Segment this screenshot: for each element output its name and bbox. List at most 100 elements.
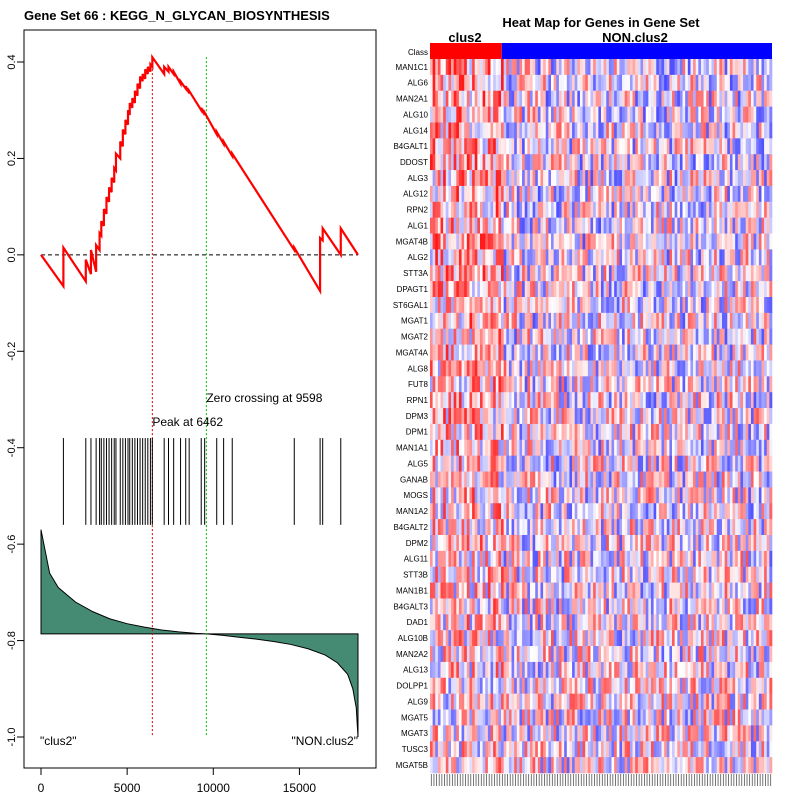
heatmap-cell bbox=[482, 455, 486, 472]
heatmap-cell bbox=[753, 487, 757, 504]
heatmap-cell bbox=[440, 519, 444, 536]
heatmap-cell bbox=[569, 233, 573, 250]
heatmap-cell bbox=[548, 646, 552, 663]
heatmap-cell bbox=[493, 122, 497, 139]
x-tick-label: 5000 bbox=[114, 781, 141, 795]
heatmap-cell bbox=[719, 566, 723, 583]
heatmap-cell bbox=[582, 74, 586, 92]
heatmap-cell bbox=[745, 598, 749, 615]
heatmap-cell bbox=[603, 408, 607, 425]
heatmap-cell bbox=[748, 376, 752, 393]
heatmap-cell bbox=[466, 582, 470, 599]
heatmap-cell bbox=[666, 74, 670, 92]
heatmap-cell bbox=[527, 503, 531, 520]
heatmap-cell bbox=[535, 487, 539, 504]
heatmap-cell bbox=[732, 154, 736, 171]
heatmap-cell bbox=[729, 297, 733, 314]
heatmap-cell bbox=[430, 297, 433, 314]
heatmap-cell bbox=[458, 630, 462, 647]
heatmap-cell bbox=[548, 614, 552, 631]
heatmap-cell bbox=[601, 217, 604, 234]
heatmap-cell bbox=[501, 471, 504, 488]
heatmap-cell bbox=[724, 471, 728, 488]
heatmap-cell bbox=[648, 217, 652, 234]
heatmap-cell bbox=[603, 519, 607, 536]
heatmap-cell bbox=[624, 344, 628, 361]
heatmap-cell bbox=[574, 630, 578, 647]
heatmap-cell bbox=[645, 328, 649, 345]
heatmap-cell bbox=[719, 201, 723, 218]
heatmap-cell bbox=[493, 439, 497, 456]
heatmap-cell bbox=[566, 106, 570, 123]
heatmap-cell bbox=[619, 122, 623, 139]
heatmap-cell bbox=[540, 249, 544, 266]
heatmap-cell bbox=[532, 455, 536, 472]
heatmap-cell bbox=[487, 360, 491, 377]
heatmap-cell bbox=[585, 582, 589, 599]
heatmap-cell bbox=[714, 598, 718, 615]
heatmap-cell bbox=[558, 471, 562, 488]
heatmap-cell bbox=[474, 392, 478, 409]
heatmap-cell bbox=[690, 249, 694, 266]
heatmap-cell bbox=[506, 217, 510, 234]
heatmap-cell bbox=[537, 265, 541, 282]
heatmap-cell bbox=[440, 550, 444, 568]
heatmap-cell bbox=[711, 233, 715, 250]
heatmap-cell bbox=[503, 249, 507, 266]
heatmap-cell bbox=[493, 455, 497, 472]
heatmap-cell bbox=[564, 344, 568, 361]
heatmap-cell bbox=[485, 392, 489, 409]
heatmap-cell bbox=[761, 360, 765, 377]
heatmap-cell bbox=[551, 598, 554, 615]
heatmap-cell bbox=[564, 138, 568, 155]
heatmap-cell bbox=[579, 392, 583, 409]
heatmap-cell bbox=[748, 90, 752, 107]
heatmap-cell bbox=[693, 201, 697, 218]
heatmap-cell bbox=[637, 550, 641, 568]
heatmap-cell bbox=[595, 503, 599, 520]
heatmap-cell bbox=[758, 74, 762, 92]
heatmap-cell bbox=[590, 376, 594, 393]
heatmap-cell bbox=[477, 646, 481, 663]
heatmap-cell bbox=[437, 646, 441, 663]
heatmap-cell bbox=[664, 170, 668, 187]
heatmap-cell bbox=[540, 535, 544, 552]
heatmap-cell bbox=[551, 170, 554, 187]
heatmap-cell bbox=[474, 138, 478, 155]
heatmap-cell bbox=[435, 90, 439, 107]
y-tick-label: -0.2 bbox=[6, 342, 18, 361]
heatmap-cell bbox=[640, 487, 644, 504]
heatmap-cell bbox=[472, 154, 476, 171]
heatmap-cell bbox=[658, 90, 662, 107]
heatmap-cell bbox=[582, 582, 586, 599]
heatmap-cell bbox=[732, 122, 736, 139]
heatmap-cell bbox=[748, 106, 752, 123]
heatmap-cell bbox=[645, 201, 649, 218]
heatmap-cell bbox=[743, 170, 746, 187]
heatmap-cell bbox=[606, 455, 610, 472]
heatmap-cell bbox=[682, 201, 686, 218]
heatmap-cell bbox=[445, 360, 449, 377]
heatmap-cell bbox=[706, 170, 710, 187]
heatmap-cell bbox=[451, 217, 454, 234]
heatmap-cell bbox=[485, 122, 489, 139]
heatmap-cell bbox=[643, 455, 647, 472]
heatmap-cell bbox=[711, 281, 715, 298]
heatmap-cell bbox=[632, 376, 636, 393]
heatmap-cell bbox=[756, 74, 760, 92]
heatmap-cell bbox=[664, 408, 668, 425]
ranked-metric-area bbox=[40, 529, 359, 738]
heatmap-cell bbox=[727, 154, 731, 171]
heatmap-cell bbox=[769, 392, 773, 409]
heatmap-cell bbox=[569, 487, 573, 504]
heatmap-cell bbox=[706, 249, 710, 266]
heatmap-cell bbox=[508, 471, 512, 488]
heatmap-cell bbox=[679, 455, 683, 472]
heatmap-cell bbox=[443, 471, 447, 488]
heatmap-cell bbox=[511, 328, 515, 345]
heatmap-cell bbox=[614, 487, 618, 504]
heatmap-cell bbox=[622, 59, 625, 76]
heatmap-cell bbox=[574, 598, 578, 615]
heatmap-cell bbox=[590, 90, 594, 107]
heatmap-cell bbox=[698, 519, 702, 536]
